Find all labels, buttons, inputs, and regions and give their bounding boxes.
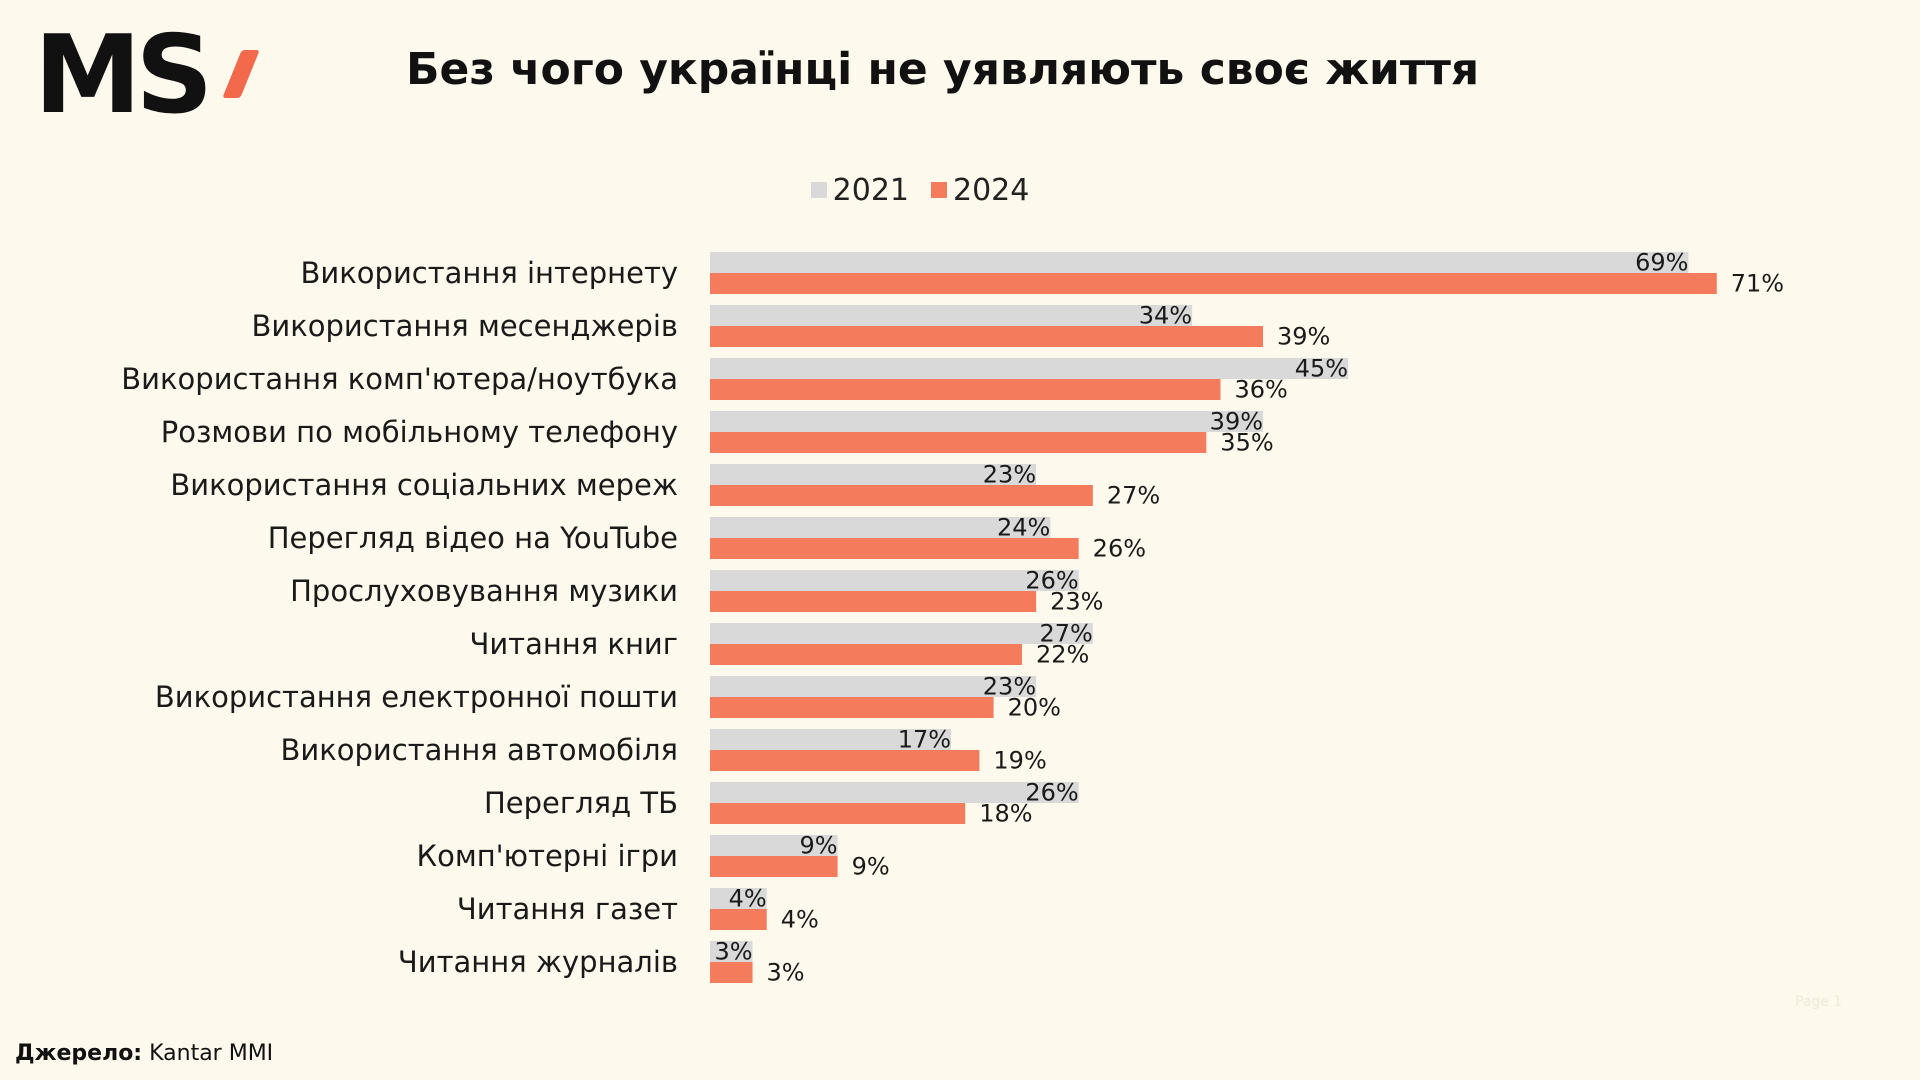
bar-2024-7 bbox=[710, 644, 1022, 665]
data-label-2024: 35% bbox=[1220, 429, 1273, 457]
bar-2021-10 bbox=[710, 782, 1079, 803]
data-label-2024: 39% bbox=[1277, 323, 1330, 351]
bar-2021-0 bbox=[710, 252, 1689, 273]
data-label-2021: 3% bbox=[714, 938, 752, 966]
data-label-2024: 36% bbox=[1234, 376, 1287, 404]
data-label-2021: 39% bbox=[1210, 408, 1263, 436]
bar-2024-0 bbox=[710, 273, 1717, 294]
bar-2024-3 bbox=[710, 432, 1207, 453]
category-label: Використання інтернету bbox=[301, 256, 678, 290]
bar-2024-9 bbox=[710, 750, 980, 771]
bar-2024-1 bbox=[710, 326, 1264, 347]
data-label-2021: 69% bbox=[1635, 249, 1688, 277]
bar-2021-6 bbox=[710, 570, 1079, 591]
category-label: Використання електронної пошти bbox=[155, 680, 678, 714]
legend-swatch-2024 bbox=[931, 182, 947, 198]
bar-2024-13 bbox=[710, 962, 753, 983]
data-label-2021: 9% bbox=[800, 832, 838, 860]
bar-2021-7 bbox=[710, 623, 1093, 644]
chart-legend: 2021 2024 bbox=[0, 168, 1880, 212]
data-label-2024: 18% bbox=[979, 800, 1032, 828]
bar-2021-9 bbox=[710, 729, 952, 750]
legend-item-2024: 2024 bbox=[931, 173, 1029, 208]
bar-2024-4 bbox=[710, 485, 1093, 506]
bar-2021-1 bbox=[710, 305, 1193, 326]
category-label: Перегляд ТБ bbox=[484, 786, 678, 820]
category-label: Використання автомобіля bbox=[281, 733, 679, 767]
bar-2021-5 bbox=[710, 517, 1051, 538]
bar-2024-2 bbox=[710, 379, 1221, 400]
data-label-2024: 22% bbox=[1036, 641, 1089, 669]
category-label: Читання газет bbox=[457, 892, 678, 926]
category-label: Розмови по мобільному телефону bbox=[161, 415, 678, 449]
bar-2024-11 bbox=[710, 856, 838, 877]
data-label-2024: 4% bbox=[781, 906, 819, 934]
data-label-2021: 23% bbox=[983, 461, 1036, 489]
bar-2021-3 bbox=[710, 411, 1264, 432]
source-value: Kantar MMI bbox=[149, 1041, 274, 1066]
category-label: Читання журналів bbox=[398, 945, 678, 979]
data-label-2024: 23% bbox=[1050, 588, 1103, 616]
data-label-2024: 3% bbox=[767, 959, 805, 987]
category-label: Комп'ютерні ігри bbox=[417, 839, 678, 873]
data-label-2021: 17% bbox=[898, 726, 951, 754]
category-label: Використання комп'ютера/ноутбука bbox=[121, 362, 678, 396]
data-label-2021: 26% bbox=[1025, 567, 1078, 595]
data-label-2021: 4% bbox=[729, 885, 767, 913]
data-label-2021: 23% bbox=[983, 673, 1036, 701]
data-label-2021: 45% bbox=[1295, 355, 1348, 383]
category-label: Перегляд відео на YouTube bbox=[268, 521, 678, 555]
category-label: Читання книг bbox=[469, 627, 678, 661]
data-label-2021: 24% bbox=[997, 514, 1050, 542]
bar-2024-5 bbox=[710, 538, 1079, 559]
brand-logo: MS bbox=[34, 13, 264, 138]
legend-label-2021: 2021 bbox=[832, 172, 909, 208]
bar-2021-8 bbox=[710, 676, 1037, 697]
source-note: Джерело: Kantar MMI bbox=[15, 1041, 273, 1066]
data-label-2024: 19% bbox=[993, 747, 1046, 775]
data-label-2024: 27% bbox=[1107, 482, 1160, 510]
data-label-2021: 27% bbox=[1040, 620, 1093, 648]
data-label-2024: 20% bbox=[1008, 694, 1061, 722]
page-title: Без чого українці не уявляють своє життя bbox=[406, 44, 1480, 95]
data-label-2024: 26% bbox=[1093, 535, 1146, 563]
bar-2024-6 bbox=[710, 591, 1037, 612]
bar-2021-12 bbox=[710, 888, 767, 909]
bar-2021-11 bbox=[710, 835, 838, 856]
bar-2024-10 bbox=[710, 803, 966, 824]
data-label-2021: 34% bbox=[1139, 302, 1192, 330]
logo-text: MS bbox=[34, 13, 213, 138]
legend-label-2024: 2024 bbox=[953, 172, 1030, 208]
bar-2024-8 bbox=[710, 697, 994, 718]
data-label-2021: 26% bbox=[1025, 779, 1078, 807]
bar-2021-4 bbox=[710, 464, 1037, 485]
bar-2021-2 bbox=[710, 358, 1349, 379]
legend-item-2021: 2021 bbox=[810, 172, 909, 208]
source-label: Джерело: bbox=[15, 1041, 143, 1066]
category-label: Використання соціальних мереж bbox=[170, 468, 678, 502]
page-mark: Page 1 bbox=[1795, 994, 1843, 1010]
legend-swatch-2021 bbox=[810, 182, 827, 198]
data-label-2024: 71% bbox=[1731, 270, 1784, 298]
category-label: Використання месенджерів bbox=[252, 309, 679, 343]
bar-2021-13 bbox=[710, 941, 753, 962]
bar-2024-12 bbox=[710, 909, 767, 930]
category-label: Прослуховування музики bbox=[290, 574, 678, 608]
data-label-2024: 9% bbox=[852, 853, 890, 881]
